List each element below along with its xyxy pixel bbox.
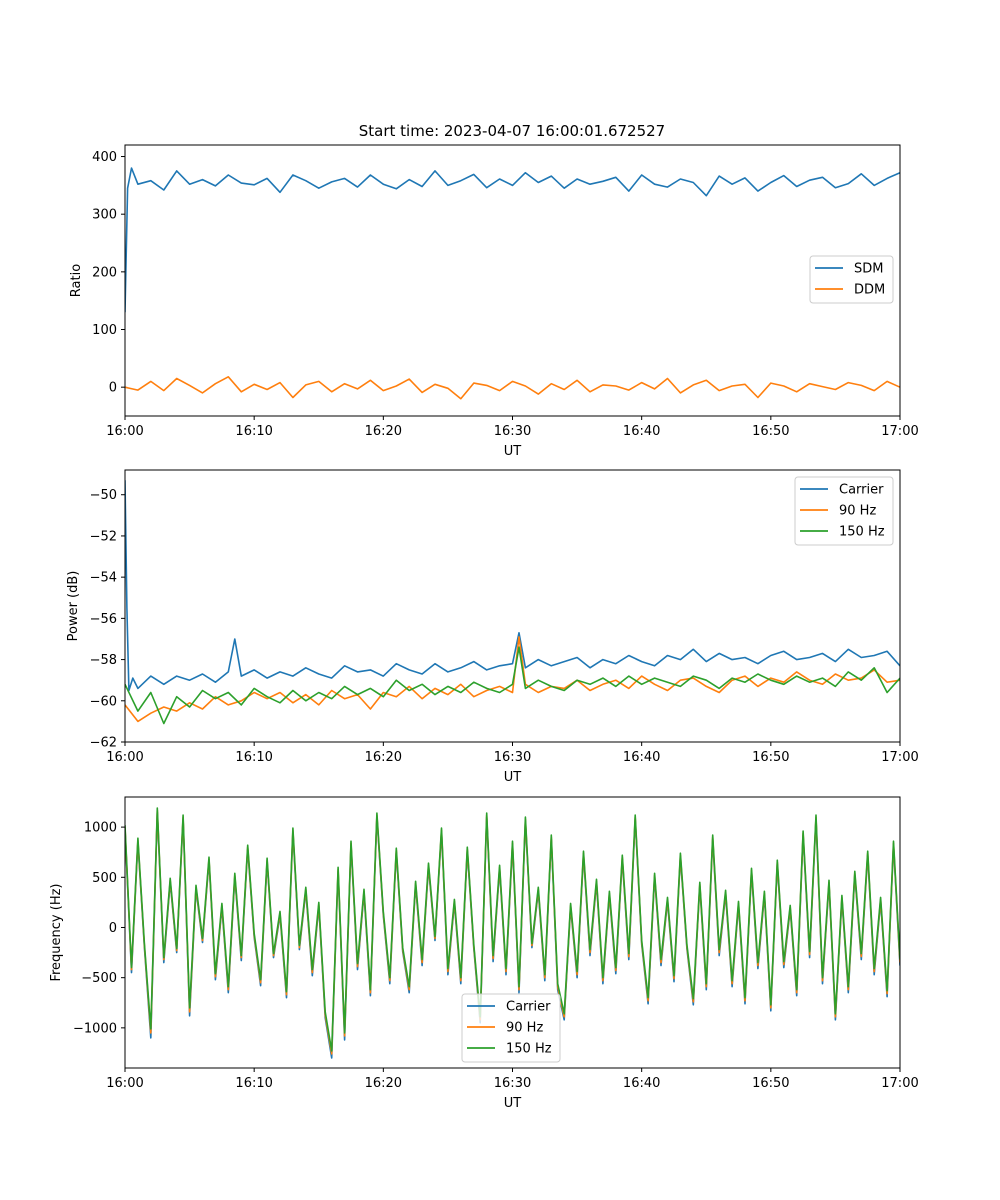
power-series-group: [125, 480, 900, 725]
power-x-tick-label: 16:30: [494, 750, 531, 765]
power-series-line-90-hz: [125, 636, 900, 723]
ratio-y-tick-label: 300: [92, 208, 117, 223]
ratio-y-tick-label: 200: [92, 265, 117, 280]
power-x-tick-label: 16:20: [365, 750, 402, 765]
ratio-legend-label: SDM: [854, 262, 883, 277]
ratio-y-axis-label: Ratio: [69, 264, 84, 297]
frequency-y-tick-label: 500: [92, 871, 117, 886]
power-y-tick-label: −58: [90, 653, 117, 668]
frequency-panel: 16:00 16:10 16:20 16:30 16:40 16:50 17:00 −1000…: [49, 796, 919, 1111]
frequency-legend-box: [461, 993, 561, 1063]
ratio-series-line-ddm: [125, 375, 900, 400]
frequency-x-tick-label: 16:00: [106, 1076, 143, 1091]
figure-title: Start time: 2023-04-07 16:00:01.672527: [359, 122, 665, 140]
power-legend: Carrier 90 Hz 150 Hz: [794, 476, 894, 546]
frequency-y-tick-label: 1000: [84, 821, 117, 836]
power-y-tick-label: −54: [90, 571, 117, 586]
power-y-axis-label: Power (dB): [66, 571, 81, 642]
power-legend-label: Carrier: [839, 483, 884, 498]
ratio-x-tick-label: 16:10: [235, 424, 272, 439]
frequency-legend-label: Carrier: [506, 1000, 551, 1015]
power-x-tick-label: 16:10: [235, 750, 272, 765]
power-x-tick-label: 16:40: [623, 750, 660, 765]
power-y-tick-label: −56: [90, 612, 117, 627]
ratio-x-tick-label: 16:50: [752, 424, 789, 439]
frequency-y-tick-label: −1000: [73, 1021, 117, 1036]
power-x-tick-label: 16:50: [752, 750, 789, 765]
frequency-x-tick-label: 16:10: [235, 1076, 272, 1091]
power-y-tick-label: −50: [90, 488, 117, 503]
ratio-x-tick-label: 16:00: [106, 424, 143, 439]
power-y-tick-label: −52: [90, 529, 117, 544]
frequency-x-tick-label: 16:20: [365, 1076, 402, 1091]
frequency-legend: Carrier 90 Hz 150 Hz: [461, 993, 561, 1063]
frequency-y-tick-label: 0: [109, 921, 117, 936]
power-x-tick-label: 17:00: [881, 750, 918, 765]
ratio-x-axis-label: UT: [504, 444, 522, 459]
power-x-axis-label: UT: [504, 770, 522, 785]
power-x-tick-label: 16:00: [106, 750, 143, 765]
frequency-legend-label: 150 Hz: [506, 1042, 552, 1057]
power-legend-label: 90 Hz: [839, 504, 876, 519]
frequency-x-axis-label: UT: [504, 1096, 522, 1111]
frequency-x-tick-label: 16:50: [752, 1076, 789, 1091]
frequency-y-axis-label: Frequency (Hz): [49, 883, 64, 981]
frequency-series-group: [125, 807, 900, 1059]
power-series-line-150-hz: [125, 646, 900, 725]
frequency-y-tick-label: −500: [81, 971, 117, 986]
ratio-x-tick-label: 16:40: [623, 424, 660, 439]
power-panel: 16:00 16:10 16:20 16:30 16:40 16:50 17:00 −62 −6…: [66, 469, 919, 785]
ratio-y-tick-label: 400: [92, 150, 117, 165]
ratio-series-line-sdm: [125, 167, 900, 313]
ratio-x-tick-label: 16:30: [494, 424, 531, 439]
power-y-tick-label: −60: [90, 694, 117, 709]
power-series-line-carrier: [125, 480, 900, 692]
ratio-legend-label: DDM: [854, 283, 885, 298]
ratio-legend: SDM DDM: [809, 255, 894, 304]
ratio-y-tick-label: 100: [92, 323, 117, 338]
frequency-x-tick-label: 17:00: [881, 1076, 918, 1091]
ratio-panel: 16:00 16:10 16:20 16:30 16:40 16:50 17:00 0 100 2…: [69, 144, 919, 459]
ratio-y-tick-label: 0: [109, 381, 117, 396]
ratio-series-group: [125, 167, 900, 400]
frequency-x-tick-label: 16:30: [494, 1076, 531, 1091]
power-legend-box: [794, 476, 894, 546]
power-y-tick-label: −62: [90, 736, 117, 751]
ratio-x-tick-label: 16:20: [365, 424, 402, 439]
ratio-x-tick-label: 17:00: [881, 424, 918, 439]
frequency-series-line-150-hz: [125, 807, 900, 1052]
frequency-x-tick-label: 16:40: [623, 1076, 660, 1091]
power-legend-label: 150 Hz: [839, 525, 885, 540]
frequency-legend-label: 90 Hz: [506, 1021, 543, 1036]
